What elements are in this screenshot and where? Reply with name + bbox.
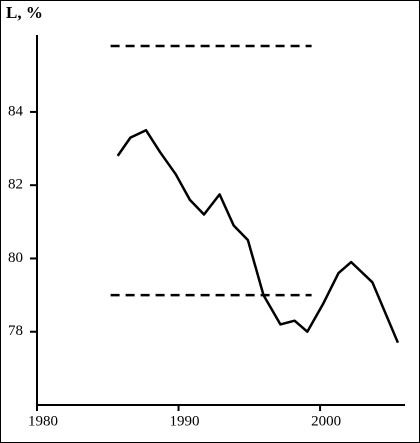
y-tick-label: 80 bbox=[8, 250, 23, 266]
y-tick-label: 82 bbox=[8, 177, 23, 193]
y-axis-label: L, % bbox=[6, 3, 43, 22]
x-tick-label: 2000 bbox=[311, 413, 341, 429]
data-line bbox=[116, 128, 400, 344]
x-tick-label: 1980 bbox=[28, 413, 58, 429]
y-tick-label: 78 bbox=[8, 323, 23, 339]
x-tick-label: 1990 bbox=[170, 413, 200, 429]
y-tick-label: 84 bbox=[8, 103, 24, 119]
